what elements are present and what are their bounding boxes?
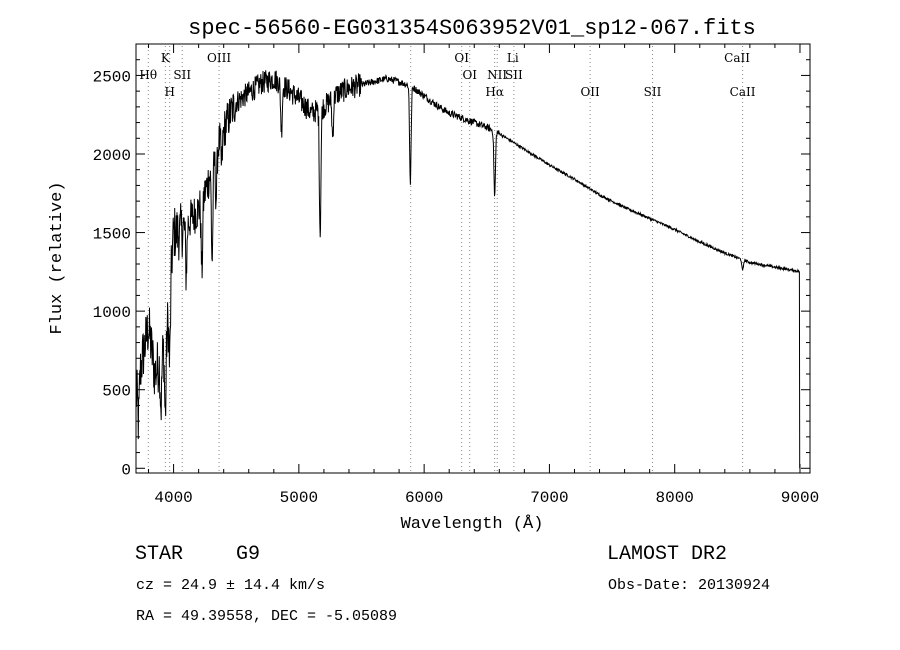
x-axis-label: Wavelength (Å)	[401, 515, 544, 534]
observation-date: Obs-Date: 20130924	[608, 577, 770, 594]
redshift-velocity: cz = 24.9 ± 14.4 km/s	[136, 577, 325, 594]
marker-label: SII	[173, 68, 191, 82]
x-axis-ticks: 4000 5000 6000 7000 8000 9000	[148, 44, 819, 507]
marker-label: NII	[487, 68, 507, 82]
marker-label: OI	[462, 68, 477, 82]
plot-frame	[135, 43, 811, 474]
y-tick-label: 1000	[93, 304, 131, 322]
object-type: STAR	[135, 543, 183, 566]
sky-coordinates: RA = 49.39558, DEC = -5.05089	[136, 608, 397, 625]
y-tick-label: 0	[121, 461, 131, 479]
x-tick-label: 7000	[530, 489, 568, 507]
y-axis-ticks: 0 500 1000 1500 2000 2500	[93, 59, 810, 479]
y-axis-label: Flux (relative)	[48, 181, 67, 334]
x-tick-label: 5000	[280, 489, 318, 507]
marker-label: OIII	[207, 51, 231, 65]
marker-label: Li	[507, 51, 519, 65]
x-tick-label: 8000	[655, 489, 693, 507]
object-subclass: G9	[236, 543, 260, 566]
marker-label: CaII	[724, 51, 750, 65]
marker-label: Hα	[485, 85, 504, 99]
spectrum-line	[135, 70, 801, 469]
chart-title: spec-56560-EG031354S063952V01_sp12-067.f…	[188, 16, 756, 41]
marker-label: SII	[644, 85, 662, 99]
marker-label: CaII	[730, 85, 756, 99]
y-tick-label: 1500	[93, 226, 131, 244]
marker-label: OI	[454, 51, 469, 65]
y-tick-label: 500	[102, 383, 131, 401]
x-tick-label: 9000	[781, 489, 819, 507]
marker-label: Hθ	[139, 68, 157, 82]
marker-label: SII	[505, 68, 523, 82]
marker-label: K	[161, 51, 171, 65]
y-tick-label: 2000	[93, 147, 131, 165]
marker-label: OII	[580, 85, 600, 99]
y-tick-label: 2500	[93, 68, 131, 86]
marker-label: H	[164, 85, 174, 99]
x-tick-label: 4000	[154, 489, 192, 507]
survey-name: LAMOST DR2	[607, 543, 727, 566]
x-tick-label: 6000	[405, 489, 443, 507]
